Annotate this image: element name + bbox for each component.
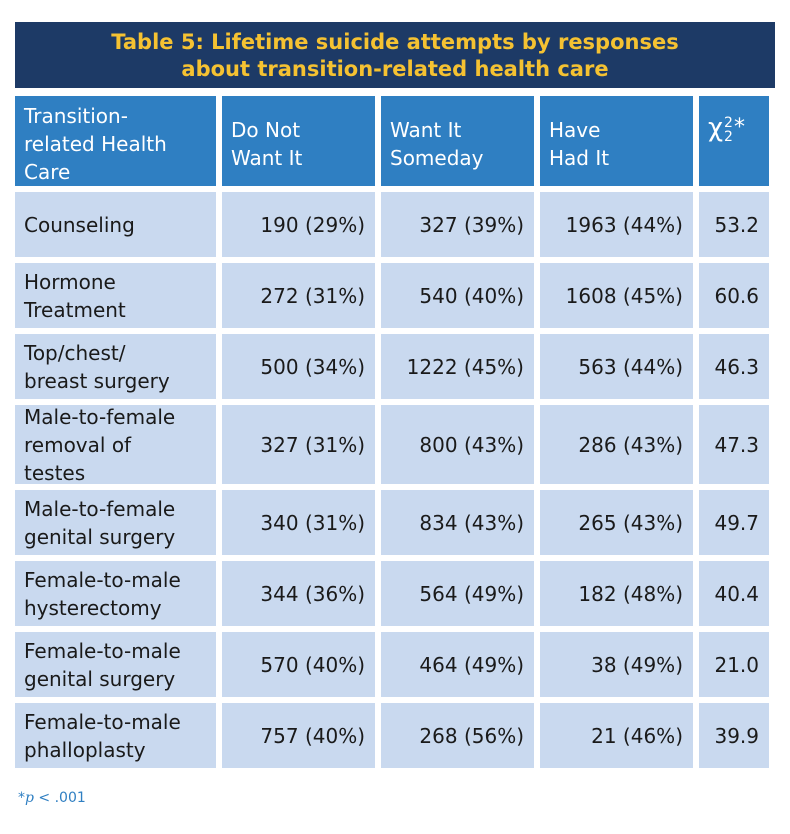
table-title-line-1: Table 5: Lifetime suicide attempts by re… [111,30,679,54]
cell-have-had-mtf-removal-testes: 286 (43%) [540,405,693,484]
row-label-line: Hormone [24,269,116,294]
row-label-line: Counseling [24,212,135,237]
header-do-not-want: Do Not Want It [222,96,375,186]
header-transition-care-line-2: related Health [24,132,167,156]
row-label-ftm-hysterectomy: Female-to-male hysterectomy [15,561,216,626]
row-label-line: testes [24,460,86,485]
row-label-line: hysterectomy [24,595,162,620]
row-label-mtf-genital-surgery: Male-to-female genital surgery [15,490,216,555]
cell-have-had-ftm-phalloplasty: 21 (46%) [540,703,693,768]
header-transition-care-line-3: Care [24,160,71,184]
cell-do-not-want-ftm-phalloplasty: 757 (40%) [222,703,375,768]
cell-chi-square-mtf-removal-testes: 47.3 [699,405,769,484]
row-label-ftm-phalloplasty: Female-to-male phalloplasty [15,703,216,768]
footnote-asterisk: * [18,790,25,806]
row-label-line: Male-to-female [24,496,176,521]
cell-want-someday-ftm-genital-surgery: 464 (49%) [381,632,534,697]
cell-want-someday-ftm-phalloplasty: 268 (56%) [381,703,534,768]
cell-do-not-want-counseling: 190 (29%) [222,192,375,257]
row-label-line: removal of [24,432,132,457]
header-want-someday-line-2: Someday [390,146,484,170]
header-want-someday-line-1: Want It [390,118,462,142]
header-have-had-line-2: Had It [549,146,610,170]
cell-chi-square-ftm-phalloplasty: 39.9 [699,703,769,768]
row-label-line: genital surgery [24,666,176,691]
cell-want-someday-hormone-treatment: 540 (40%) [381,263,534,328]
cell-have-had-ftm-genital-surgery: 38 (49%) [540,632,693,697]
chi-superscript: 2 [724,115,733,131]
cell-do-not-want-ftm-genital-surgery: 570 (40%) [222,632,375,697]
row-label-line: Top/chest/ [24,340,126,365]
cell-chi-square-top-chest-surgery: 46.3 [699,334,769,399]
row-label-counseling: Counseling [15,192,216,257]
row-label-line: phalloplasty [24,737,146,762]
row-label-ftm-genital-surgery: Female-to-male genital surgery [15,632,216,697]
cell-do-not-want-ftm-hysterectomy: 344 (36%) [222,561,375,626]
header-have-had-line-1: Have [549,118,601,142]
cell-want-someday-top-chest-surgery: 1222 (45%) [381,334,534,399]
cell-chi-square-ftm-genital-surgery: 21.0 [699,632,769,697]
footnote: *p < .001 [18,790,86,806]
header-transition-care-line-1: Transition- [24,104,128,128]
cell-want-someday-mtf-removal-testes: 800 (43%) [381,405,534,484]
cell-have-had-ftm-hysterectomy: 182 (48%) [540,561,693,626]
footnote-p: p [25,790,34,806]
cell-chi-square-mtf-genital-surgery: 49.7 [699,490,769,555]
row-label-top-chest-surgery: Top/chest/breast surgery [15,334,216,399]
row-label-line: genital surgery [24,524,176,549]
row-label-hormone-treatment: Hormone Treatment [15,263,216,328]
header-want-someday: Want It Someday [381,96,534,186]
cell-do-not-want-hormone-treatment: 272 (31%) [222,263,375,328]
header-transition-care: Transition- related Health Care [15,96,216,186]
header-have-had: Have Had It [540,96,693,186]
header-do-not-want-line-2: Want It [231,146,303,170]
cell-have-had-counseling: 1963 (44%) [540,192,693,257]
row-label-line: Female-to-male [24,709,181,734]
cell-chi-square-hormone-treatment: 60.6 [699,263,769,328]
cell-do-not-want-mtf-removal-testes: 327 (31%) [222,405,375,484]
cell-chi-square-counseling: 53.2 [699,192,769,257]
cell-want-someday-counseling: 327 (39%) [381,192,534,257]
row-label-line: breast surgery [24,368,170,393]
chi-subscript: 2 [724,129,733,145]
header-do-not-want-line-1: Do Not [231,118,301,142]
row-label-line: Female-to-male [24,638,181,663]
table-title: Table 5: Lifetime suicide attempts by re… [15,22,775,88]
cell-have-had-top-chest-surgery: 563 (44%) [540,334,693,399]
cell-have-had-hormone-treatment: 1608 (45%) [540,263,693,328]
footnote-text: < .001 [33,790,86,806]
chi-asterisk: * [733,115,745,140]
chi-scripts: 2 2 [724,116,733,144]
data-table: Transition- related Health Care Do Not W… [15,96,775,768]
table-title-line-2: about transition-related health care [181,57,609,81]
row-label-line: Treatment [24,297,126,322]
cell-want-someday-mtf-genital-surgery: 834 (43%) [381,490,534,555]
cell-have-had-mtf-genital-surgery: 265 (43%) [540,490,693,555]
cell-do-not-want-top-chest-surgery: 500 (34%) [222,334,375,399]
cell-want-someday-ftm-hysterectomy: 564 (49%) [381,561,534,626]
cell-chi-square-ftm-hysterectomy: 40.4 [699,561,769,626]
row-label-line: Female-to-male [24,567,181,592]
header-chi-square: χ 2 2 * [699,96,769,186]
row-label-line: Male-to-female [24,404,176,429]
cell-do-not-want-mtf-genital-surgery: 340 (31%) [222,490,375,555]
chi-symbol: χ [708,113,724,143]
row-label-mtf-removal-testes: Male-to-female removal of testes [15,404,216,485]
